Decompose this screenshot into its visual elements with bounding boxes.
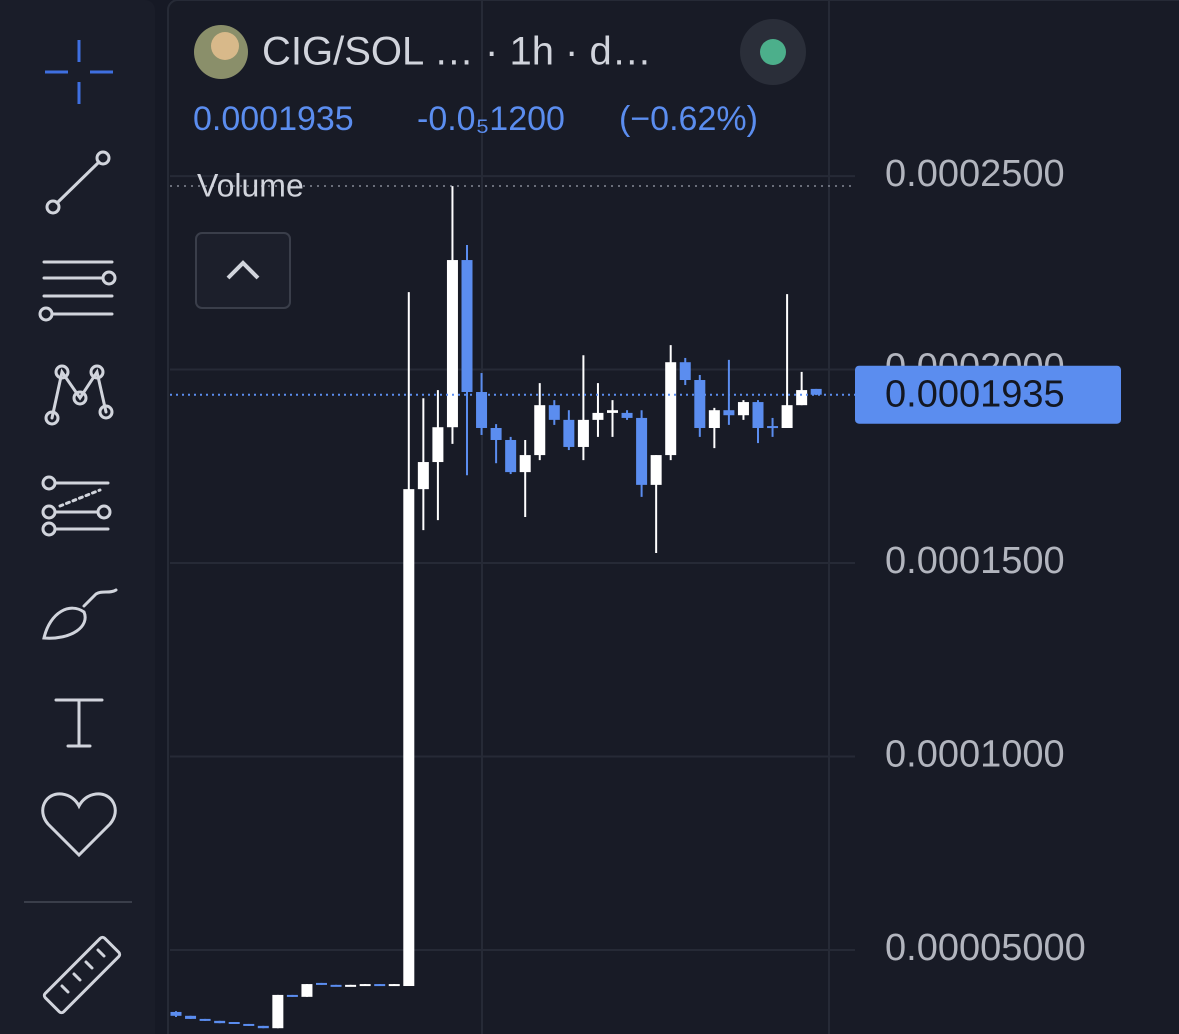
candle-body [185,1015,197,1019]
candle-body [621,412,633,418]
trend-line-tool[interactable] [45,150,111,215]
y-tick-label: 0.00005000 [885,927,1086,969]
price-tag-label: 0.0001935 [885,374,1065,416]
candle-body [796,390,808,406]
status-dot [760,39,786,65]
chart-panel [167,0,1179,1034]
crosshair-tool[interactable] [45,40,113,104]
candle-body [752,402,764,428]
candle-body [257,1025,269,1029]
candle-body [476,392,488,428]
candle-body [708,410,720,428]
price-change: -0.0₅1200 [417,100,565,138]
candle-body [650,455,662,485]
candle-body [563,419,575,447]
candle-body [505,439,517,473]
candle-body [228,1022,240,1025]
candle-body [490,427,502,440]
candle-body [607,410,618,413]
candle-body [345,984,357,987]
candle-body [374,984,386,987]
last-price: 0.0001935 [193,100,354,138]
candle-body [534,405,546,456]
candle-body [388,984,400,987]
candle-body [272,994,284,1029]
toolbar-panel [0,0,155,1034]
candle-body [214,1020,226,1024]
y-tick-label: 0.0002500 [885,153,1065,195]
candle-body [577,419,589,447]
text-tool[interactable] [54,698,104,748]
candle-body [723,410,735,416]
candle-body [286,994,298,997]
candle-body [810,388,822,395]
candle-body [417,462,429,490]
candle-body [679,362,691,381]
ruler-tool[interactable] [42,935,122,1015]
fib-tool[interactable] [38,260,117,322]
candle-body [170,1011,182,1016]
candle-body [548,405,560,420]
price-tag: 0.0001935 [855,365,1121,424]
candle-body [359,984,371,987]
y-tick-label: 0.0001000 [885,734,1065,776]
token-avatar-face [211,32,239,60]
prediction-tool[interactable] [41,475,112,537]
candle-body [767,426,779,429]
candle-body [694,380,706,428]
candle-body [432,427,444,463]
candle-body [403,489,415,987]
candle-body [665,362,677,456]
candle-body [636,417,648,485]
y-tick-label: 0.0001500 [885,540,1065,582]
candle-body [781,405,793,428]
brush-tool[interactable] [42,588,118,640]
candle-body [199,1018,211,1021]
plot-area [170,175,855,1029]
collapse-chevron [226,260,260,280]
candle-body [461,260,473,393]
candle-body [737,402,749,416]
candle-body [301,984,313,997]
price-change-percent: (−0.62%) [619,100,758,138]
candle-body [316,982,327,985]
candle-body [330,984,342,987]
candle-body [243,1023,255,1026]
collapse-button[interactable] [195,232,291,309]
price-tag-box [855,365,1121,424]
candle-body [519,455,531,473]
favorites-tool[interactable] [41,792,117,858]
pattern-tool[interactable] [44,364,114,426]
indicator-label: Volume [197,167,304,203]
candle-body [592,412,604,420]
candle-body [446,260,458,428]
symbol-title[interactable]: CIG/SOL … · 1h · d… [262,30,652,74]
